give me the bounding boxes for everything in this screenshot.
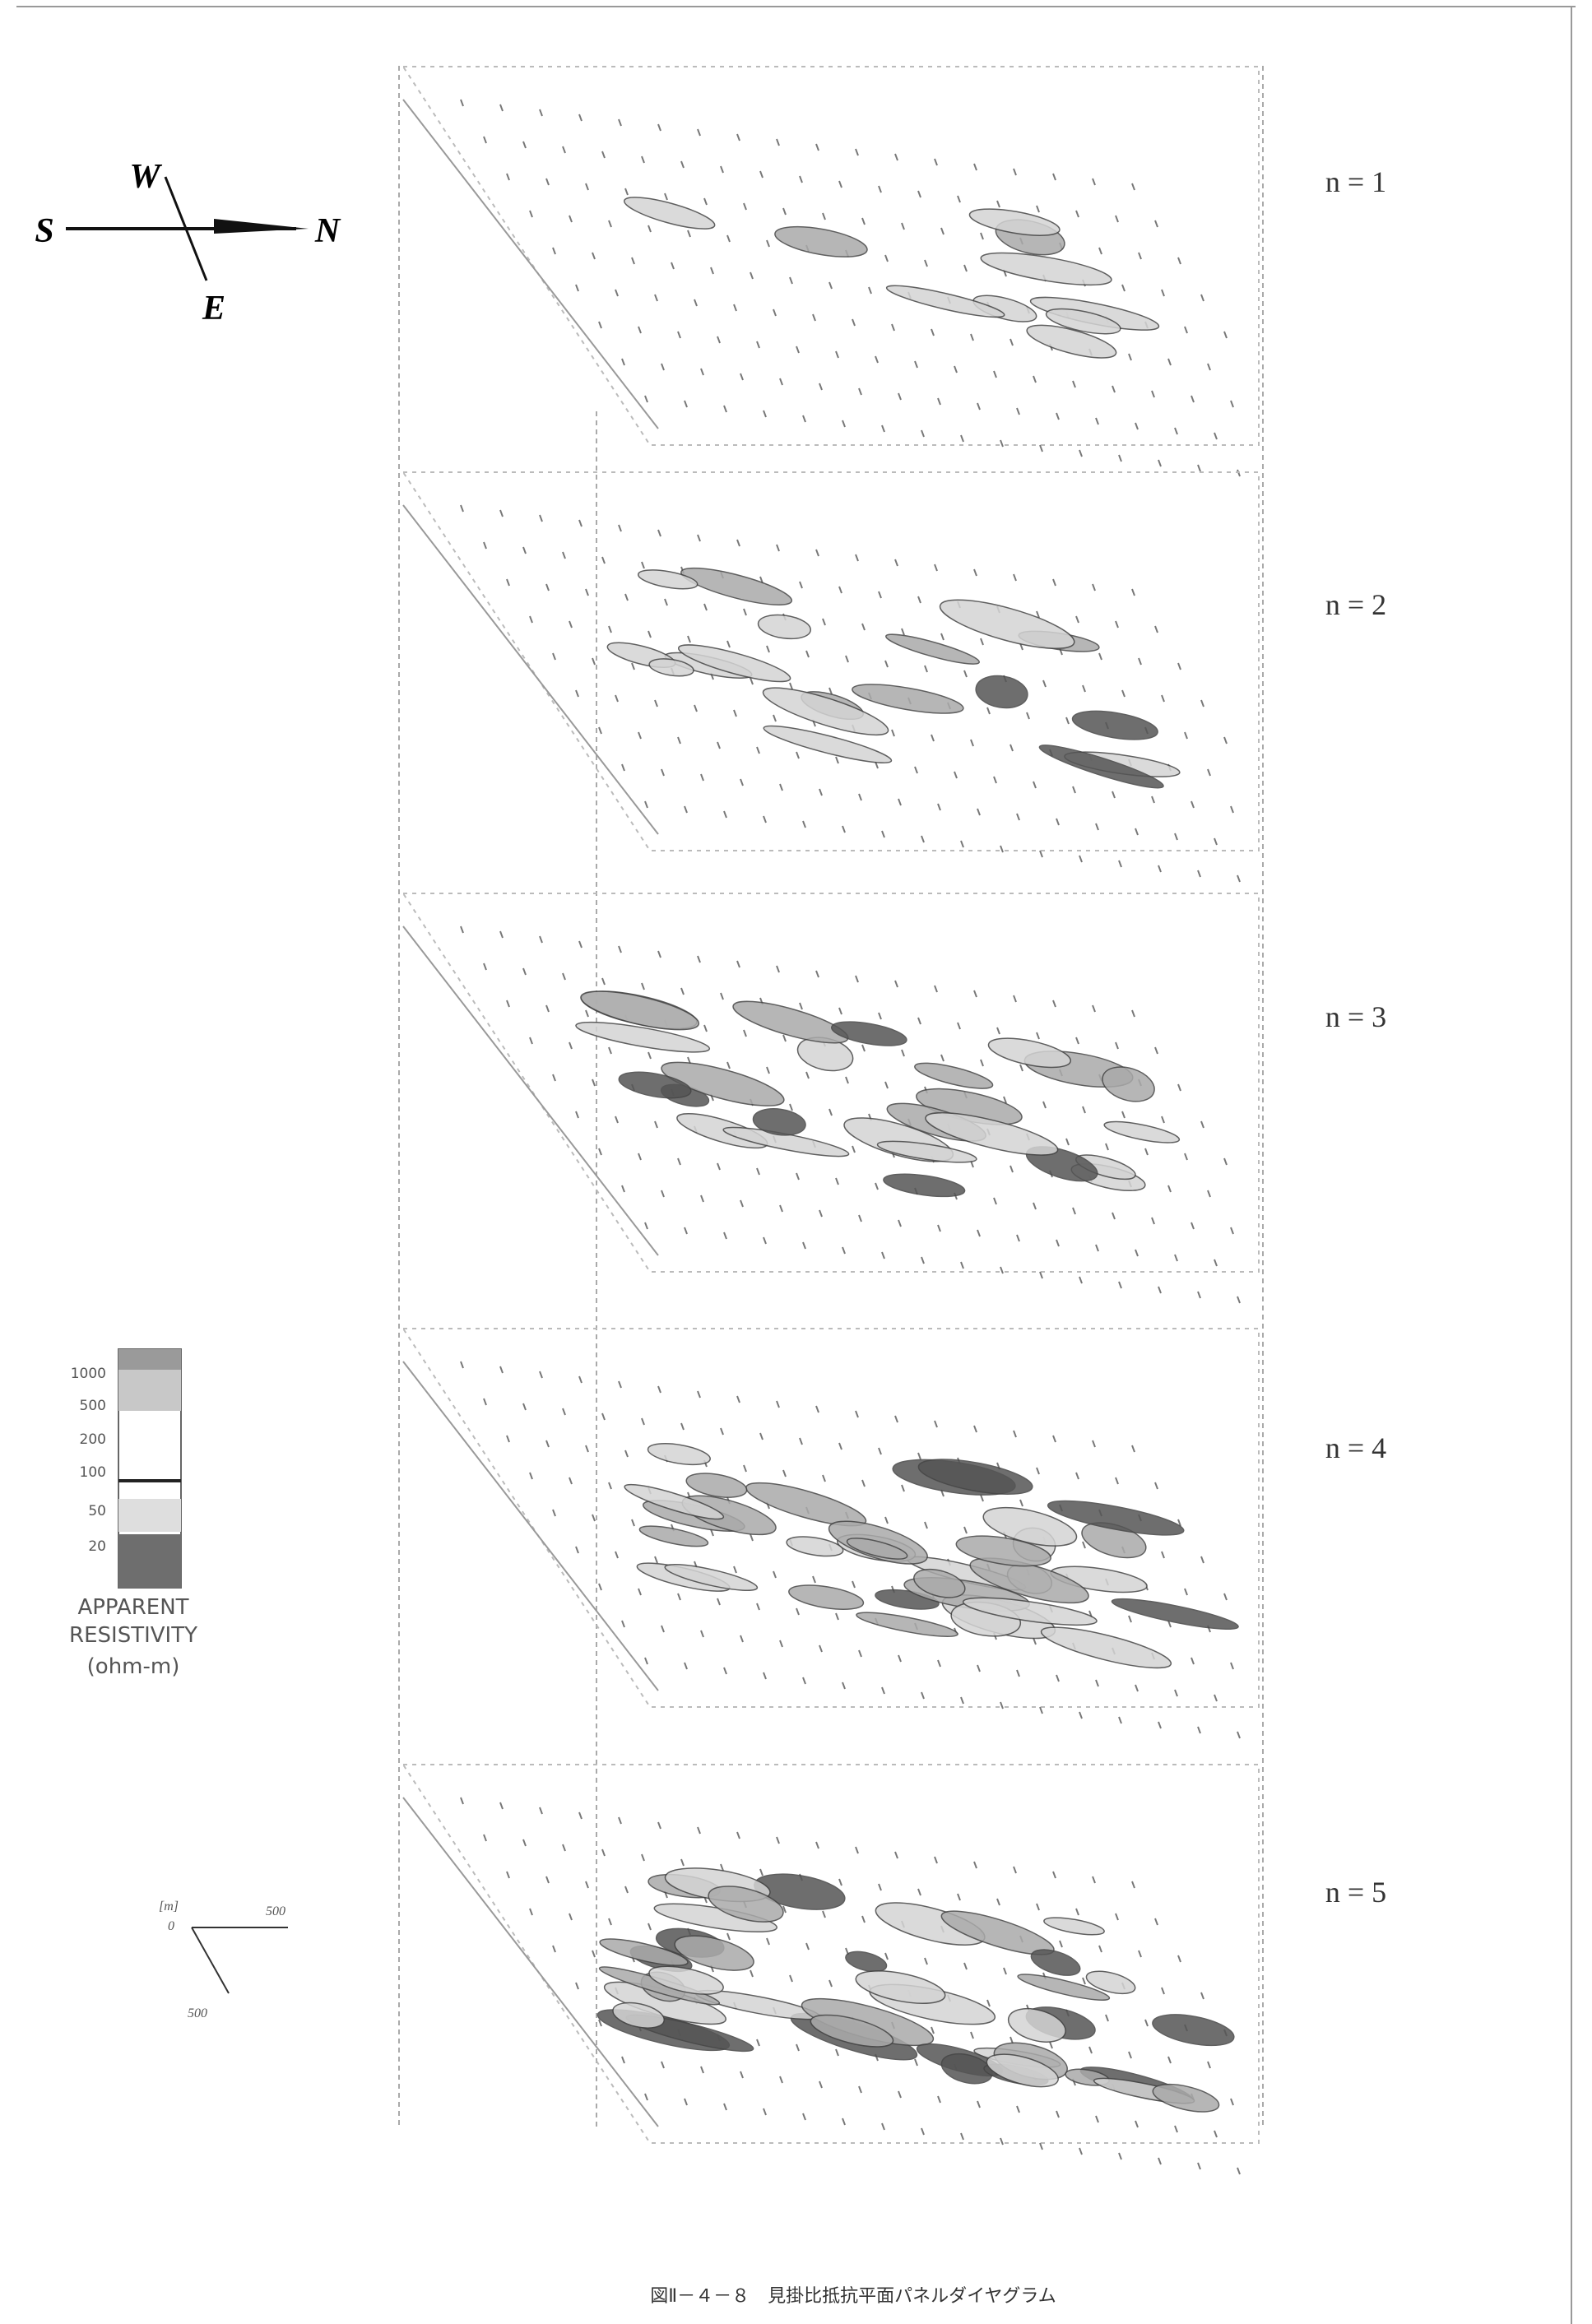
caption: 図Ⅱ－４－８ 見掛比抵抗平面パネルダイヤグラム xyxy=(650,2286,1056,2307)
panel-label: n = 3 xyxy=(1325,1000,1386,1033)
legend-value: 200 xyxy=(80,1431,106,1448)
legend-title: (ohm-m) xyxy=(87,1654,180,1679)
scale-unit: [m] xyxy=(159,1900,179,1913)
page: S W N E n = 1n = 2n = 3n = 4n = 5 100050… xyxy=(0,0,1592,2324)
legend-swatch xyxy=(118,1499,181,1532)
panel-label: n = 4 xyxy=(1325,1431,1386,1464)
legend-value: 100 xyxy=(80,1464,106,1481)
legend-swatch xyxy=(118,1534,181,1588)
legend-swatch xyxy=(118,1370,181,1411)
legend-value: 500 xyxy=(80,1398,106,1414)
compass-label: N xyxy=(314,212,341,250)
compass-label: W xyxy=(129,158,162,196)
legend-title: RESISTIVITY xyxy=(69,1623,197,1648)
legend-value: 50 xyxy=(88,1503,106,1519)
scale-length: 500 xyxy=(266,1904,285,1918)
scale-length: 500 xyxy=(188,2006,207,2020)
legend-value: 20 xyxy=(88,1538,106,1555)
compass-label: S xyxy=(35,212,53,250)
panel-label: n = 1 xyxy=(1325,165,1386,198)
compass-label: E xyxy=(202,290,225,327)
legend: 1000 500 200 100 50 20 APPARENT RESISTIVITY (ohm… xyxy=(69,1349,197,1679)
diagram: S W N E n = 1n = 2n = 3n = 4n = 5 100050… xyxy=(0,0,1592,2324)
legend-title: APPARENT xyxy=(77,1595,188,1620)
scale-origin: 0 xyxy=(168,1919,174,1933)
legend-value: 1000 xyxy=(71,1366,106,1382)
background xyxy=(0,0,1592,2324)
panel-label: n = 5 xyxy=(1325,1876,1386,1909)
panel-label: n = 2 xyxy=(1325,588,1386,621)
